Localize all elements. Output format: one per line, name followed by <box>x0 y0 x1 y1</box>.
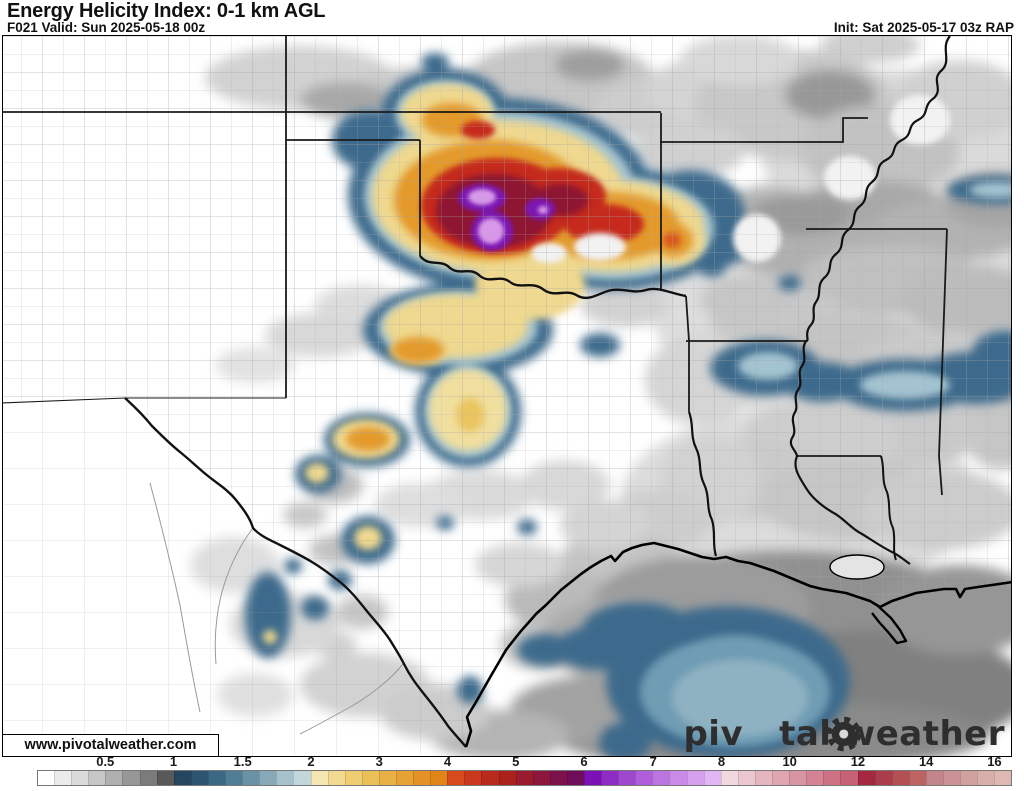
colorbar-tick: 12 <box>850 754 866 769</box>
colorbar-segment <box>430 771 448 785</box>
colorbar-segment <box>122 771 140 785</box>
watermark: www.pivotalweather.com <box>2 734 219 757</box>
colorbar-segment <box>618 771 636 785</box>
colorbar-segment <box>173 771 191 785</box>
colorbar-tick: 5 <box>512 754 520 769</box>
colorbar-tick: 4 <box>443 754 452 769</box>
colorbar-segment <box>139 771 157 785</box>
colorbar-segment <box>874 771 892 785</box>
logo-text-after: tal weather <box>779 714 1005 754</box>
colorbar-segment <box>54 771 72 785</box>
colorbar-segment <box>908 771 926 785</box>
coastline <box>464 541 1011 748</box>
colorbar-segment <box>840 771 858 785</box>
colorbar-tick: 14 <box>918 754 934 769</box>
colorbar-segment <box>395 771 414 785</box>
colorbar-segment <box>601 771 619 785</box>
state-border <box>3 397 126 404</box>
gear-icon <box>746 716 862 752</box>
colorbar-segment <box>942 771 961 785</box>
colorbar-segment <box>686 771 704 785</box>
colorbar-segment <box>207 771 226 785</box>
colorbar-tick: 2 <box>307 754 315 769</box>
map-layers <box>3 36 1011 756</box>
colorbar-segment <box>737 771 755 785</box>
colorbar-segment <box>378 771 396 785</box>
state-border <box>660 117 868 143</box>
colorbar-segment <box>823 771 841 785</box>
colorbar-tick: 1.5 <box>233 754 252 769</box>
river <box>687 411 718 557</box>
colorbar-segment <box>447 771 465 785</box>
colorbar-segment <box>156 771 174 785</box>
colorbar-segment <box>669 771 687 785</box>
colorbar-segment <box>190 771 208 785</box>
colorbar-tick: 16 <box>987 754 1002 769</box>
colorbar-segment <box>413 771 431 785</box>
colorbar-segment <box>635 771 653 785</box>
logo-text-before: piv <box>683 714 744 754</box>
colorbar-segment <box>754 771 773 785</box>
colorbar-tick: 10 <box>782 754 797 769</box>
ehi-map-canvas <box>3 36 1011 756</box>
colorbar-tick: 6 <box>580 754 588 769</box>
colorbar-segment <box>960 771 978 785</box>
colorbar-segment <box>88 771 106 785</box>
colorbar-tick: 8 <box>717 754 726 769</box>
colorbar-segment <box>925 771 943 785</box>
colorbar-segment <box>584 771 602 785</box>
colorbar-segment <box>994 771 1012 785</box>
colorbar-segment <box>857 771 875 785</box>
colorbar-segment <box>515 771 533 785</box>
colorbar-segment <box>293 771 311 785</box>
weather-map: www.pivotalweather.com piv tal weather <box>2 35 1012 757</box>
river <box>880 455 897 561</box>
colorbar-segment <box>566 771 584 785</box>
colorbar-tick: 0.5 <box>96 754 115 769</box>
colorbar-gradient <box>37 770 1012 786</box>
colorbar-segment <box>225 771 243 785</box>
colorbar-segment <box>276 771 294 785</box>
colorbar-segment <box>105 771 123 785</box>
colorbar-segment <box>71 771 89 785</box>
colorbar-segment <box>549 771 567 785</box>
colorbar-segment <box>310 771 328 785</box>
colorbar-segment <box>703 771 721 785</box>
colorbar-segment <box>532 771 550 785</box>
coastline <box>871 605 908 645</box>
colorbar-segment <box>720 771 738 785</box>
river <box>124 397 467 748</box>
colorbar-tick: 3 <box>375 754 383 769</box>
colorbar-segment <box>772 771 790 785</box>
pivotal-weather-logo: piv tal weather <box>683 714 1005 754</box>
colorbar-tick: 7 <box>649 754 657 769</box>
colorbar-segment <box>891 771 909 785</box>
colorbar: 0.5 1 1.5 2 3 4 5 6 7 8 10 12 14 16 <box>37 755 1012 789</box>
colorbar-segment <box>344 771 362 785</box>
lake-pontchartrain <box>829 554 885 580</box>
forecast-valid-label: F021 Valid: Sun 2025-05-18 00z <box>7 20 206 35</box>
colorbar-segment <box>652 771 670 785</box>
model-init-label: Init: Sat 2025-05-17 03z RAP <box>833 20 1014 35</box>
colorbar-segment <box>977 771 995 785</box>
colorbar-segment <box>38 771 55 785</box>
colorbar-segment <box>242 771 260 785</box>
colorbar-segment <box>789 771 807 785</box>
colorbar-segment <box>464 771 482 785</box>
colorbar-segment <box>806 771 824 785</box>
river <box>789 36 951 565</box>
river <box>419 255 687 300</box>
colorbar-segment <box>259 771 277 785</box>
state-border <box>938 228 948 496</box>
colorbar-tick-labels: 0.5 1 1.5 2 3 4 5 6 7 8 10 12 14 16 <box>37 755 1012 768</box>
page-title: Energy Helicity Index: 0-1 km AGL <box>7 0 326 22</box>
colorbar-segment <box>481 771 499 785</box>
colorbar-segment <box>361 771 379 785</box>
colorbar-segment <box>498 771 516 785</box>
colorbar-segment <box>327 771 345 785</box>
colorbar-tick: 1 <box>169 754 178 769</box>
